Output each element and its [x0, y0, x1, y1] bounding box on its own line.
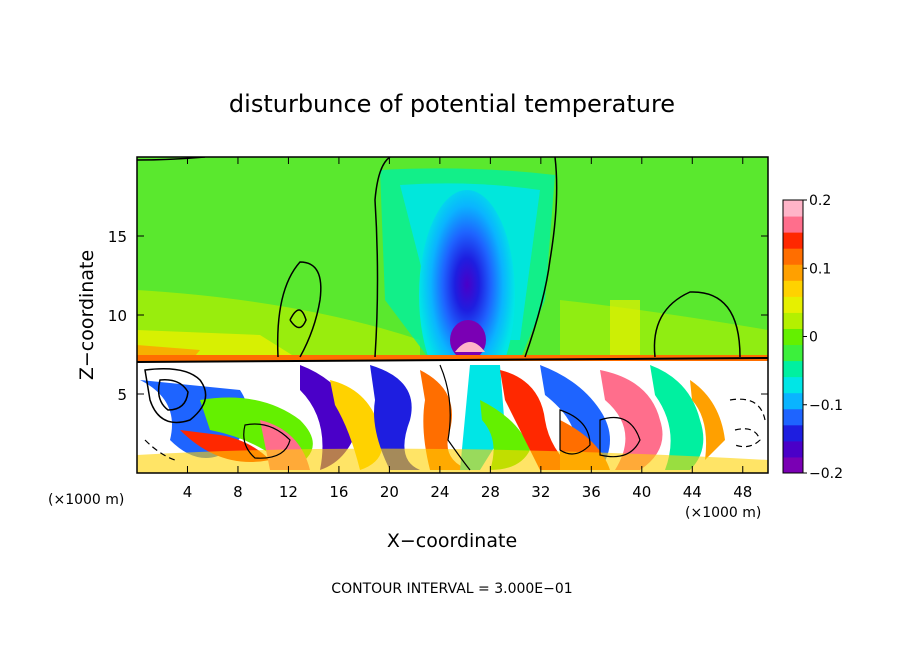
colorbar-swatch [783, 264, 803, 281]
colorbar [783, 200, 803, 474]
colorbar-swatch [783, 248, 803, 265]
colorbar-tick-label: 0.1 [809, 261, 831, 277]
contour-line [524, 157, 558, 358]
colorbar-swatch [783, 424, 803, 442]
field-blob [370, 365, 420, 470]
colorbar-swatch [783, 344, 803, 362]
x-tick-label: 4 [183, 483, 193, 501]
field-blob [690, 380, 725, 460]
field-blob [500, 370, 575, 470]
colorbar-swatch [783, 360, 803, 378]
x-unit-label-left: (×1000 m) [48, 492, 124, 508]
colorbar-swatch [783, 312, 803, 329]
colorbar-swatch [783, 280, 803, 297]
colorbar-swatch [783, 328, 803, 346]
y-axis-ticks: 5 10 15 [108, 228, 768, 404]
colorbar-swatch [783, 392, 803, 410]
colorbar-swatch [783, 408, 803, 426]
y-tick-label: 15 [108, 228, 127, 246]
colorbar-tick-label: 0.2 [809, 193, 831, 209]
colorbar-tick-label: −0.2 [809, 466, 843, 482]
field-blob [330, 380, 383, 470]
x-tick-label: 12 [279, 483, 298, 501]
field-blob [419, 190, 515, 400]
x-tick-label: 44 [683, 483, 702, 501]
field-blob [300, 365, 360, 470]
x-axis-label: X−coordinate [387, 530, 517, 552]
contour-line [653, 291, 741, 358]
field-blob [137, 448, 768, 473]
contour-line [243, 423, 291, 459]
colorbar-ticks: 0.2 0.1 0 −0.1 −0.2 [803, 193, 843, 482]
field-blob [455, 342, 485, 352]
contour-line [729, 398, 766, 421]
y-axis-label: Z−coordinate [76, 250, 98, 380]
x-tick-label: 32 [531, 483, 550, 501]
field-band [137, 355, 768, 361]
x-tick-label: 20 [380, 483, 399, 501]
x-tick-label: 36 [582, 483, 601, 501]
contour-interval-note: CONTOUR INTERVAL = 3.000E−01 [331, 581, 572, 597]
contour-line [439, 364, 471, 471]
plot-area [137, 157, 768, 473]
colorbar-swatch [783, 440, 803, 458]
field-blob [420, 370, 470, 470]
x-unit-label-right: (×1000 m) [685, 505, 761, 521]
colorbar-swatch [783, 376, 803, 394]
contour-line [559, 409, 591, 455]
colorbar-swatch [783, 456, 803, 474]
x-tick-label: 16 [329, 483, 348, 501]
y-tick-label: 10 [108, 307, 127, 325]
colorbar-swatch [783, 216, 803, 233]
contour-line [144, 439, 176, 461]
contour-line [157, 379, 189, 411]
contour-line [137, 357, 768, 363]
x-axis-ticks: 4 8 12 16 20 24 28 32 36 40 44 48 [183, 157, 752, 501]
x-tick-label: 24 [430, 483, 449, 501]
field-blob [610, 300, 640, 355]
field-blob [450, 320, 486, 360]
contour-line [289, 309, 307, 329]
contour-line [374, 157, 391, 358]
x-tick-label: 8 [233, 483, 243, 501]
colorbar-tick-label: −0.1 [809, 398, 843, 414]
colorbar-tick-label: 0 [809, 330, 818, 346]
y-tick-label: 5 [117, 386, 127, 404]
contour-line [599, 416, 641, 458]
colorbar-swatch [783, 296, 803, 313]
x-tick-label: 28 [481, 483, 500, 501]
field-blob [650, 365, 704, 470]
contour-line [144, 368, 207, 424]
colorbar-swatch [783, 232, 803, 249]
x-tick-label: 40 [632, 483, 651, 501]
field-blob [600, 370, 663, 470]
colorbar-swatch [783, 200, 803, 217]
x-tick-label: 48 [733, 483, 752, 501]
chart-title: disturbunce of potential temperature [229, 90, 675, 118]
contour-line [276, 261, 322, 358]
contour-line [734, 428, 761, 448]
